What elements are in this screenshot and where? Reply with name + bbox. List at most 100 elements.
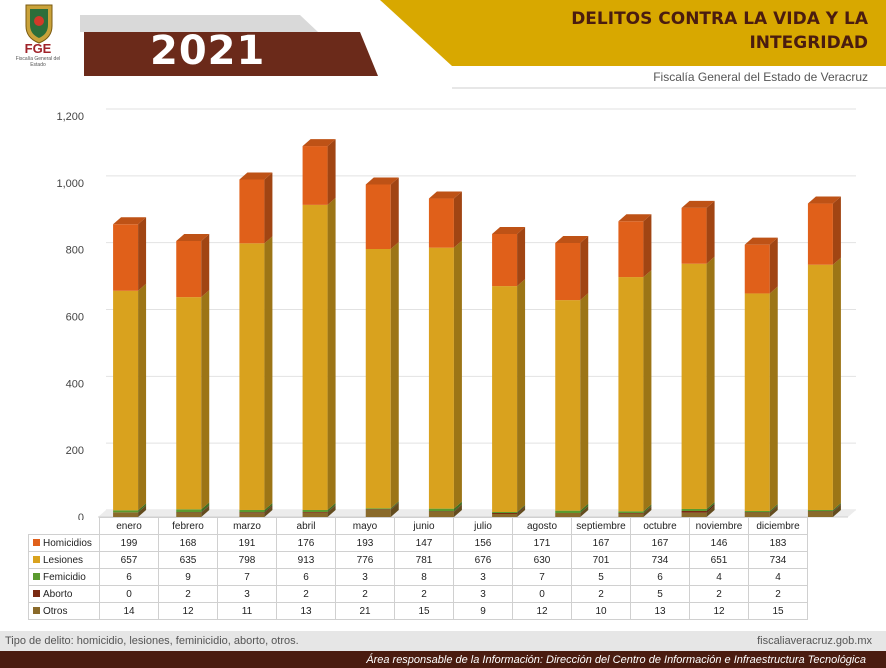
bar-top bbox=[681, 200, 715, 208]
bar-segment-lesiones bbox=[807, 257, 841, 510]
shield-icon bbox=[25, 4, 53, 44]
table-cell: 2 bbox=[689, 585, 749, 603]
table-header-cell: enero bbox=[99, 517, 159, 535]
bar-side bbox=[264, 172, 273, 244]
bar-face bbox=[428, 508, 454, 512]
bar-side bbox=[138, 503, 147, 513]
bar-face bbox=[365, 508, 391, 510]
series-name: Aborto bbox=[43, 588, 73, 600]
table-corner bbox=[29, 518, 100, 535]
row-label: Lesiones bbox=[28, 551, 100, 569]
table-header-cell: octubre bbox=[630, 517, 690, 535]
bar-face bbox=[807, 511, 833, 517]
bar-top bbox=[113, 217, 147, 225]
table-cell: 6 bbox=[99, 568, 159, 586]
bar-top bbox=[239, 172, 273, 180]
bar-segment-otros bbox=[555, 505, 589, 517]
bar-layer bbox=[113, 139, 841, 517]
bar-side bbox=[580, 505, 589, 517]
bar-segment-otros bbox=[239, 506, 273, 517]
table-cell: 191 bbox=[217, 534, 277, 552]
bar-face bbox=[555, 242, 581, 301]
bar-top bbox=[618, 214, 652, 222]
bar-segment-otros bbox=[618, 506, 652, 517]
bar-face bbox=[428, 198, 454, 248]
bar-segment-femicidio bbox=[113, 503, 147, 513]
bar-segment-lesiones bbox=[492, 279, 526, 512]
table-cell: 15 bbox=[748, 602, 808, 620]
bar-side bbox=[138, 283, 147, 511]
y-axis-ticks: 0 200 400 600 800 1,000 1,200 bbox=[56, 111, 84, 520]
bar-segment-femicidio bbox=[302, 502, 336, 512]
bar-side bbox=[264, 236, 273, 510]
table-row: Lesiones 657 635 798 913 776 781 676 630 701 734 65… bbox=[28, 551, 808, 569]
bar-segment-otros bbox=[744, 505, 778, 517]
bar-side bbox=[138, 217, 147, 291]
bar-face bbox=[555, 510, 581, 513]
bar-segment-aborto bbox=[302, 504, 336, 513]
table-cell: 913 bbox=[276, 551, 336, 569]
bar-segment-otros bbox=[176, 505, 210, 517]
bar-side bbox=[453, 501, 462, 512]
bar-side bbox=[517, 226, 526, 287]
bar-side bbox=[832, 257, 841, 510]
bar-segment-homicidios bbox=[555, 235, 589, 301]
bar-segment-homicidios bbox=[176, 233, 210, 298]
footer-bar: Tipo de delito: homicidio, lesiones, fem… bbox=[0, 631, 886, 651]
bar-side bbox=[769, 286, 778, 511]
table-cell: 2 bbox=[335, 585, 395, 603]
bar-face bbox=[302, 511, 328, 513]
bar-side bbox=[769, 505, 778, 513]
bar-side bbox=[517, 279, 526, 512]
table-row: Femicidio 6 9 7 6 3 8 3 7 5 6 4 4 bbox=[28, 568, 808, 586]
bar-face bbox=[492, 286, 518, 512]
bar-side bbox=[390, 501, 399, 510]
bar-segment-femicidio bbox=[618, 504, 652, 513]
bar-face bbox=[681, 512, 707, 517]
logo-abbreviation: FGE bbox=[24, 41, 52, 56]
table-cell: 199 bbox=[99, 534, 159, 552]
bar-face bbox=[428, 247, 454, 509]
bar-face bbox=[302, 509, 328, 512]
table-cell: 734 bbox=[748, 551, 808, 569]
bar-segment-femicidio bbox=[492, 504, 526, 513]
bar-top bbox=[302, 139, 336, 147]
bar-side bbox=[201, 505, 210, 513]
table-cell: 11 bbox=[217, 602, 277, 620]
table-cell: 734 bbox=[630, 551, 690, 569]
row-label: Homicidios bbox=[28, 534, 100, 552]
bar-side bbox=[327, 504, 336, 513]
table-cell: 12 bbox=[512, 602, 572, 620]
bar-face bbox=[176, 240, 202, 298]
table-cell: 4 bbox=[689, 568, 749, 586]
bar-side bbox=[264, 505, 273, 514]
y-tick-label: 600 bbox=[66, 312, 84, 324]
legend-key bbox=[33, 539, 40, 547]
table-cell: 9 bbox=[158, 568, 218, 586]
grey-ribbon bbox=[80, 15, 318, 32]
bar-segment-aborto bbox=[239, 505, 273, 514]
bar-face bbox=[618, 511, 644, 513]
bar-side bbox=[390, 241, 399, 509]
bar-side bbox=[706, 501, 715, 511]
bar-face bbox=[681, 207, 707, 264]
bar-side bbox=[832, 504, 841, 517]
legend-key bbox=[33, 556, 40, 564]
bar-segment-aborto bbox=[428, 504, 462, 512]
bar-side bbox=[201, 290, 210, 510]
bar-side bbox=[390, 502, 399, 510]
bar-side bbox=[643, 505, 652, 514]
footer-website[interactable]: fiscaliaveracruz.gob.mx bbox=[757, 635, 872, 647]
bar-face bbox=[744, 512, 770, 513]
table-cell: 798 bbox=[217, 551, 277, 569]
gold-title-band bbox=[380, 0, 886, 66]
table-cell: 2 bbox=[158, 585, 218, 603]
bar-face bbox=[744, 512, 770, 517]
year-label: 2021 bbox=[150, 28, 266, 74]
table-header-cell: mayo bbox=[335, 517, 395, 535]
table-cell: 176 bbox=[276, 534, 336, 552]
table-header-cell: marzo bbox=[217, 517, 277, 535]
table-cell: 3 bbox=[453, 568, 513, 586]
bar-segment-femicidio bbox=[681, 501, 715, 511]
fge-logo bbox=[8, 2, 70, 74]
